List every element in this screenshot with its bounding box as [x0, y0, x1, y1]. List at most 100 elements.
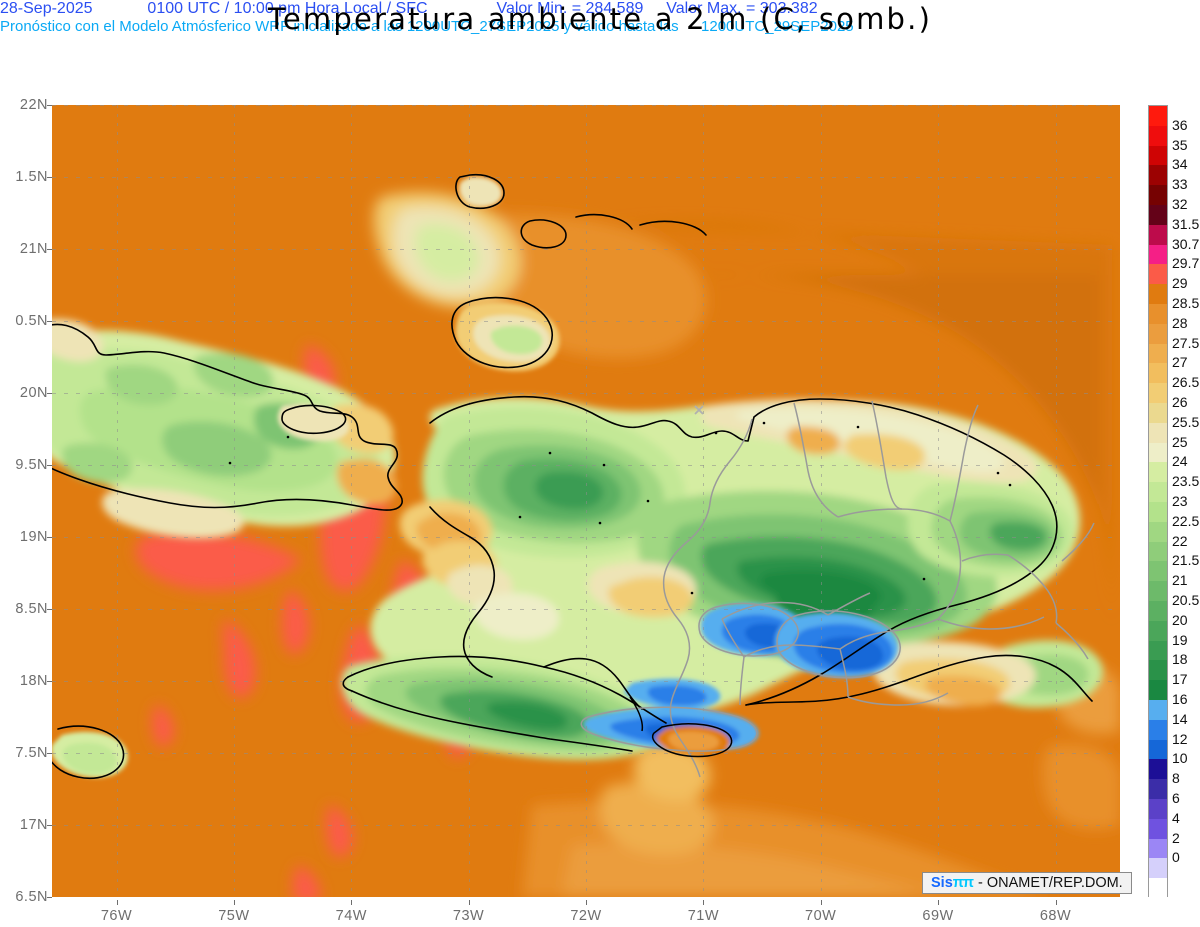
colorbar-tick-label: 12	[1172, 730, 1188, 747]
latitude-tick-label: 7.5N	[15, 745, 48, 761]
colorbar-tick-label: 25.5	[1172, 413, 1200, 430]
model-init-text: Pronóstico con el Modelo Atmósferico WRF…	[0, 18, 679, 35]
latitude-tick-label: 22N	[19, 97, 48, 113]
forecast-meta-line: 28-Sep-2025 0100 UTC / 10:00 pm Hora Loc…	[0, 0, 1200, 18]
colorbar-band	[1149, 403, 1167, 424]
colorbar-tick-label: 26	[1172, 394, 1188, 410]
latitude-tick-mark	[47, 609, 52, 610]
colorbar-tick-label: 18	[1172, 651, 1188, 668]
watermark-pi-icon: ππ	[952, 875, 974, 891]
colorbar-tick-label: 21	[1172, 572, 1188, 589]
longitude-tick-mark	[233, 900, 235, 905]
value-max-label: Valor Max. = 303.382	[666, 0, 818, 17]
colorbar-band	[1149, 700, 1167, 721]
page-title: Temperatura ambiente a 2 m (C, somb.)	[267, 2, 933, 36]
forecast-valid-time: 0100 UTC / 10:00 pm Hora Local / SFC	[147, 0, 428, 17]
colorbar-tick-label: 0	[1172, 849, 1180, 866]
map-plot-area[interactable]	[52, 105, 1120, 897]
colorbar-band	[1149, 264, 1167, 285]
colorbar-tick-label: 26.5	[1172, 374, 1200, 391]
colorbar-tick-label: 27	[1172, 354, 1188, 371]
longitude-tick-label: 74W	[335, 908, 367, 924]
longitude-tick-mark	[468, 900, 470, 905]
colorbar-tick-label: 21.5	[1172, 552, 1200, 569]
colorbar-tick-label: 28.5	[1172, 295, 1200, 311]
value-min-label: Valor Min. = 284.589	[496, 0, 644, 17]
colorbar-band	[1149, 323, 1167, 344]
forecast-date: 28-Sep-2025	[0, 0, 93, 17]
colorbar-tick-label: 29.7	[1172, 255, 1200, 272]
colorbar-band	[1149, 422, 1167, 443]
colorbar-band	[1149, 660, 1167, 681]
longitude-tick-label: 69W	[922, 908, 954, 924]
colorbar-band	[1149, 502, 1167, 523]
longitude-tick-label: 72W	[570, 908, 602, 924]
watermark-brand: Sis	[931, 875, 953, 891]
colorbar-band	[1149, 165, 1167, 186]
longitude-tick-label: 68W	[1039, 908, 1072, 924]
colorbar-tick-label: 27.5	[1172, 334, 1200, 351]
colorbar-tick-label: 34	[1172, 156, 1188, 173]
watermark-agency: - ONAMET/REP.DOM.	[977, 875, 1123, 891]
latitude-tick-mark	[47, 753, 52, 754]
colorbar-band	[1149, 343, 1167, 364]
latitude-tick-mark	[47, 537, 52, 538]
latitude-tick-label: 1.5N	[15, 169, 48, 185]
colorbar-tick-label: 17	[1172, 671, 1188, 688]
colorbar-band	[1149, 799, 1167, 820]
colorbar-band	[1149, 383, 1167, 404]
colorbar-tick-label: 28	[1172, 314, 1188, 331]
colorbar-band	[1149, 581, 1167, 602]
chart-header: Temperatura ambiente a 2 m (C, somb.) 28…	[0, 0, 1200, 96]
latitude-tick-mark	[47, 249, 52, 250]
colorbar-band	[1149, 125, 1167, 146]
longitude-axis: 76W 75W 74W 73W 72W 71W 70W 69W 68W	[52, 900, 1120, 927]
colorbar-tick-label: 31.5	[1172, 215, 1200, 232]
coastline-overlay	[52, 173, 1095, 780]
watermark-badge: Sis ππ - ONAMET/REP.DOM.	[922, 872, 1132, 894]
colorbar-band	[1149, 304, 1167, 325]
longitude-tick-label: 75W	[218, 908, 250, 924]
longitude-tick-label: 73W	[452, 908, 485, 924]
colorbar-band	[1149, 759, 1167, 780]
latitude-tick-label: 0.5N	[15, 313, 48, 329]
latitude-tick-label: 19N	[19, 529, 48, 545]
longitude-tick-label: 70W	[805, 908, 837, 924]
colorbar-labels: 36 35 34 33 32 31.5 30.7 29.7 29 28.5 28 27.5 27 26.5…	[1172, 105, 1200, 897]
colorbar-tick-label: 2	[1172, 829, 1180, 846]
colorbar-band	[1149, 878, 1167, 899]
colorbar-band	[1149, 541, 1167, 562]
latitude-tick-label: 17N	[19, 817, 48, 833]
latitude-tick-mark	[47, 897, 52, 898]
colorbar-band	[1149, 442, 1167, 463]
colorbar-tick-label: 33	[1172, 176, 1188, 193]
longitude-tick-mark	[351, 900, 353, 905]
colorbar-band	[1149, 482, 1167, 503]
colorbar-tick-label: 22.5	[1172, 512, 1200, 529]
longitude-tick-mark	[116, 900, 118, 905]
colorbar-tick-label: 16	[1172, 691, 1188, 707]
colorbar-band	[1149, 818, 1167, 839]
colorbar-tick-label: 29	[1172, 275, 1188, 292]
colorbar-band	[1149, 838, 1167, 859]
latitude-tick-mark	[47, 393, 52, 394]
longitude-tick-mark	[1055, 900, 1057, 905]
latitude-tick-label: 21N	[19, 241, 48, 257]
latitude-tick-label: 8.5N	[15, 601, 48, 617]
latitude-tick-label: 9.5N	[15, 457, 48, 473]
colorbar-tick-label: 23.5	[1172, 473, 1200, 490]
colorbar-band	[1149, 106, 1167, 127]
colorbar-band	[1149, 224, 1167, 245]
model-description-line: Pronóstico con el Modelo Atmósferico WRF…	[0, 18, 1200, 35]
colorbar-band	[1149, 462, 1167, 483]
colorbar-tick-label: 36	[1172, 116, 1188, 133]
longitude-tick-label: 76W	[100, 908, 133, 924]
latitude-tick-mark	[47, 177, 52, 178]
latitude-axis: 22N 1.5N 21N 0.5N 20N 9.5N 19N 8.5N 18N 7.5N 17N 6.…	[0, 97, 52, 905]
colorbar[interactable]	[1148, 105, 1168, 899]
longitude-tick-mark	[703, 900, 705, 905]
colorbar-band	[1149, 363, 1167, 384]
colorbar-tick-label: 14	[1172, 710, 1188, 727]
colorbar-tick-label: 25	[1172, 433, 1188, 450]
colorbar-tick-label: 20.5	[1172, 592, 1200, 608]
